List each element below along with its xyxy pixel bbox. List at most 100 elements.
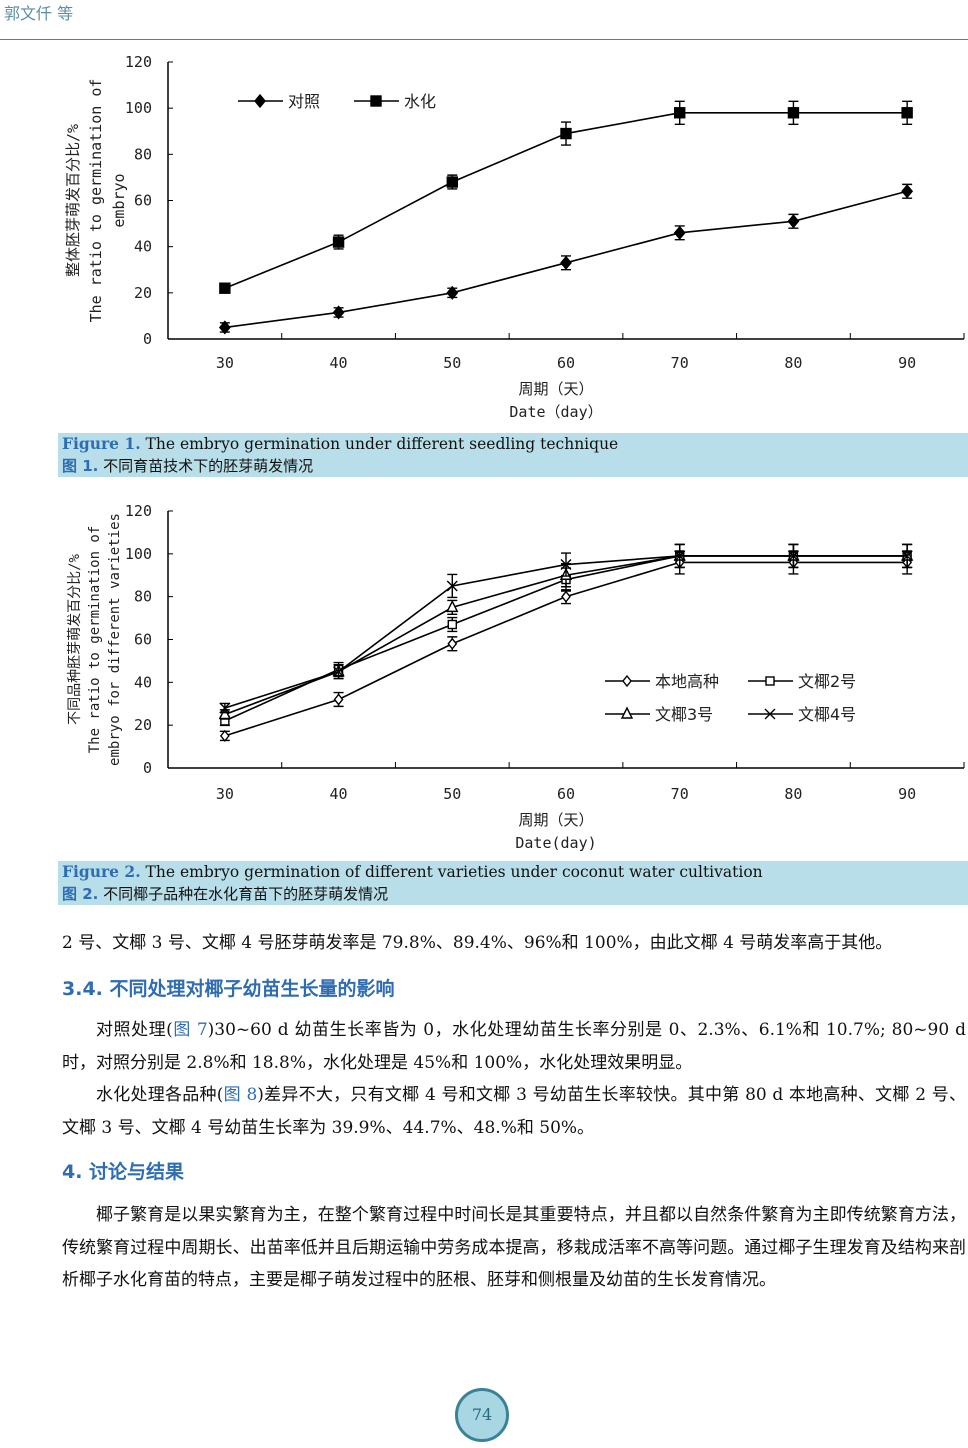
y-tick-label: 100 <box>125 99 152 117</box>
data-point <box>218 320 231 335</box>
legend-label: 本地高种 <box>655 672 719 691</box>
data-point <box>218 706 231 720</box>
paragraph-text: )差异不大，只有文椰 4 号和文椰 3 号幼苗生长率较快。其中第 80 d 本地… <box>62 1085 966 1138</box>
data-point <box>674 550 686 562</box>
data-point <box>332 236 345 248</box>
data-point <box>219 282 231 294</box>
page-number: 74 <box>455 1388 509 1442</box>
data-point <box>446 285 459 300</box>
data-point <box>673 225 686 240</box>
x-tick-label: 30 <box>216 785 234 803</box>
legend-item: 文椰4号 <box>748 705 856 724</box>
legend-marker <box>620 706 634 719</box>
x-axis-label: 周期（天） <box>518 811 593 829</box>
legend-marker <box>764 708 776 720</box>
caption-text: The embryo germination under different s… <box>140 435 619 453</box>
x-axis-label: 周期（天） <box>518 380 593 398</box>
data-point <box>332 305 345 320</box>
legend-marker <box>622 674 632 688</box>
x-tick-label: 40 <box>330 354 348 372</box>
data-point <box>219 729 230 742</box>
y-tick-label: 80 <box>134 145 152 163</box>
section-heading: 3.4. 不同处理对椰子幼苗生长量的影响 <box>62 978 395 1000</box>
figure-1-caption: Figure 1. The embryo germination under d… <box>58 433 968 477</box>
legend-item: 文椰3号 <box>605 705 713 724</box>
data-point <box>333 693 344 706</box>
caption-label: 图 1. <box>62 457 99 475</box>
figure-2-caption: Figure 2. The embryo germination of diff… <box>58 861 968 905</box>
series-水化 <box>219 100 913 294</box>
x-tick-label: 50 <box>443 354 461 372</box>
paragraph-text: 对照处理( <box>96 1020 173 1040</box>
y-tick-label: 120 <box>125 53 152 71</box>
paragraph-text: 2 号、文椰 3 号、文椰 4 号胚芽萌发率是 79.8%、89.4%、96%和… <box>62 933 893 953</box>
data-point <box>446 599 459 613</box>
y-axis-label: embryo <box>110 173 128 227</box>
caption-label: Figure 2. <box>62 862 141 881</box>
data-point <box>560 559 572 571</box>
legend-label: 文椰3号 <box>655 705 713 724</box>
y-axis-label: 不同品种胚芽萌发百分比/% <box>67 554 83 725</box>
legend-label: 文椰2号 <box>798 672 856 691</box>
data-point <box>674 107 686 119</box>
caption-text: 不同椰子品种在水化育苗下的胚芽萌发情况 <box>98 885 389 903</box>
paragraph-text: 椰子繁育是以果实繁育为主，在整个繁育过程中时间长是其重要特点，并且都以自然条件繁… <box>62 1205 966 1290</box>
y-tick-label: 60 <box>134 631 152 649</box>
x-tick-label: 90 <box>898 354 916 372</box>
series-对照 <box>218 183 914 335</box>
legend-marker <box>370 95 382 107</box>
legend-item: 文椰2号 <box>748 672 856 691</box>
caption-text: 不同育苗技术下的胚芽萌发情况 <box>98 457 314 475</box>
y-axis-label: embryo for different varieties <box>107 513 123 766</box>
x-tick-label: 80 <box>784 785 802 803</box>
y-tick-label: 0 <box>143 759 152 777</box>
x-tick-label: 40 <box>330 785 348 803</box>
paragraph-text: 水化处理各品种( <box>96 1085 224 1105</box>
y-tick-label: 0 <box>143 330 152 348</box>
legend-marker <box>765 676 775 686</box>
y-tick-label: 40 <box>134 238 152 256</box>
paragraph: 椰子繁育是以果实繁育为主，在整个繁育过程中时间长是其重要特点，并且都以自然条件繁… <box>62 1199 966 1297</box>
series-文椰4号 <box>219 543 913 714</box>
y-axis-label: The ratio to germination of <box>87 79 105 323</box>
data-point <box>901 184 914 199</box>
data-point <box>787 550 799 562</box>
data-point <box>446 176 458 188</box>
x-tick-label: 70 <box>671 354 689 372</box>
data-point <box>901 107 913 119</box>
legend-marker <box>254 93 266 109</box>
paragraph-text: )30~60 d 幼苗生长率皆为 0，水化处理幼苗生长率分别是 0、2.3%、6… <box>62 1020 966 1073</box>
y-tick-label: 40 <box>134 673 152 691</box>
x-tick-label: 60 <box>557 785 575 803</box>
x-tick-label: 30 <box>216 354 234 372</box>
caption-label: Figure 1. <box>62 434 141 453</box>
y-axis-label: The ratio to germination of <box>87 526 103 754</box>
x-axis-label: Date(day) <box>515 834 596 852</box>
y-tick-label: 100 <box>125 545 152 563</box>
caption-label: 图 2. <box>62 885 99 903</box>
legend-label: 水化 <box>404 92 436 111</box>
data-point <box>560 127 572 140</box>
figure-link[interactable]: 图 8 <box>223 1085 258 1105</box>
data-point <box>447 619 457 630</box>
legend-item: 水化 <box>354 92 436 111</box>
paragraph: 对照处理(图 7)30~60 d 幼苗生长率皆为 0，水化处理幼苗生长率分别是 … <box>62 1014 966 1144</box>
y-tick-label: 60 <box>134 192 152 210</box>
running-header: 郭文仟 等 <box>4 4 74 23</box>
figures-svg: 0 20 40 60 80 100 120 30 40 50 60 70 80 90 周期（天） Date（d… <box>64 53 965 852</box>
x-tick-label: 50 <box>443 785 461 803</box>
data-point <box>787 214 800 229</box>
y-axis-label: 整体胚芽萌发百分比/% <box>64 124 82 277</box>
y-tick-label: 80 <box>134 588 152 606</box>
legend-item: 对照 <box>238 92 320 111</box>
paragraph: 2 号、文椰 3 号、文椰 4 号胚芽萌发率是 79.8%、89.4%、96%和… <box>62 927 966 960</box>
figure-link[interactable]: 图 7 <box>172 1020 208 1040</box>
legend-label: 对照 <box>288 92 320 111</box>
data-point <box>446 580 458 592</box>
legend-item: 本地高种 <box>605 672 719 691</box>
data-point <box>333 666 345 678</box>
data-point <box>447 637 458 650</box>
y-tick-label: 20 <box>134 284 152 302</box>
legend-label: 文椰4号 <box>798 705 856 724</box>
